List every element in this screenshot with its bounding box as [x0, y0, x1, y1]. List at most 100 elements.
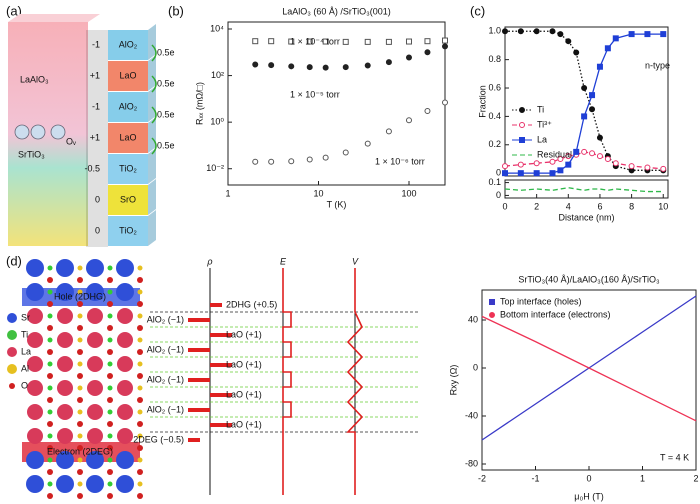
atom: [107, 349, 113, 355]
y-tick-label: -80: [465, 458, 478, 468]
atom: [107, 409, 113, 415]
layer-label: LaO: [119, 132, 136, 142]
atom: [77, 409, 83, 415]
atom: [117, 308, 133, 324]
atom: [77, 313, 83, 319]
marker: [557, 155, 564, 162]
atom: [47, 397, 53, 403]
y-tick-label: 0.6: [488, 82, 501, 92]
x-tick-label: 4: [566, 201, 571, 211]
marker: [385, 128, 392, 135]
atom: [117, 380, 133, 396]
marker: [628, 163, 635, 170]
vacancy-label: Oᵥ: [66, 136, 76, 146]
atom: [116, 451, 134, 469]
layer-label: AlO₂: [119, 101, 138, 111]
marker: [322, 64, 329, 71]
legend-label: Ti: [537, 104, 544, 114]
legend-label: Residual: [537, 149, 572, 159]
marker: [517, 28, 524, 35]
layer-label: AlO₂ (−1): [147, 404, 184, 414]
atom: [137, 457, 143, 463]
atom: [137, 373, 143, 379]
x-tick-label: 6: [597, 201, 602, 211]
atom: [47, 409, 53, 415]
annotation: T = 4 K: [660, 452, 689, 462]
marker: [322, 154, 329, 161]
atom: [47, 433, 53, 439]
atom: [87, 332, 103, 348]
marker: [364, 38, 371, 45]
marker: [342, 38, 349, 45]
legend-atom: [7, 347, 17, 357]
layer: [108, 30, 148, 60]
marker: [252, 158, 259, 165]
legend-label: Top interface (holes): [500, 296, 582, 306]
marker: [596, 153, 603, 160]
marker: [549, 158, 556, 165]
atom: [116, 475, 134, 493]
layer-label: 2DHG (+0.5): [226, 299, 277, 309]
marker: [557, 31, 564, 38]
transfer-label: 0.5e: [157, 140, 175, 150]
y-tick-label: 10⁻²: [206, 163, 224, 173]
atom: [47, 313, 53, 319]
x-tick-label: 2: [534, 201, 539, 211]
atom: [56, 451, 74, 469]
plot-frame: [504, 26, 669, 177]
atom: [117, 356, 133, 372]
atom: [137, 469, 143, 475]
transfer-label: 0.5e: [157, 109, 175, 119]
atom: [86, 451, 104, 469]
potential-profile: [346, 268, 364, 495]
marker: [364, 62, 371, 69]
chart-title: SrTiO₃(40 Å)/LaAlO₃(160 Å)/SrTiO₃: [518, 274, 660, 284]
atom: [137, 397, 143, 403]
marker: [519, 122, 525, 128]
atom: [57, 356, 73, 372]
atom: [27, 428, 43, 444]
atom: [56, 283, 74, 301]
layer: [108, 92, 148, 122]
atom: [77, 361, 83, 367]
atom: [137, 349, 143, 355]
legend-label: Ti: [21, 329, 28, 339]
charge-bar: [188, 318, 210, 322]
marker: [589, 106, 596, 113]
atom: [137, 313, 143, 319]
atom: [47, 421, 53, 427]
layer-label: AlO₂ (−1): [147, 314, 184, 324]
marker: [288, 38, 295, 45]
atom: [87, 428, 103, 444]
atom: [77, 349, 83, 355]
layer-label: LaO (+1): [226, 329, 262, 339]
atom: [57, 404, 73, 420]
atom: [77, 337, 83, 343]
legend-label: La: [537, 134, 547, 144]
atom: [47, 289, 53, 295]
atom: [107, 277, 113, 283]
atom: [107, 313, 113, 319]
atom: [47, 265, 53, 271]
atom: [26, 475, 44, 493]
atom: [57, 332, 73, 348]
atom: [47, 349, 53, 355]
marker: [660, 31, 667, 38]
panel-label: (b): [168, 3, 184, 18]
marker: [517, 161, 524, 168]
charge-bar: [210, 393, 232, 397]
legend-atom: [9, 383, 15, 389]
material-label: SrTiO₃: [18, 149, 45, 159]
charge-bar: [188, 378, 210, 382]
atom: [56, 475, 74, 493]
atom: [107, 493, 113, 499]
charge-label: -0.5: [84, 163, 100, 173]
atom: [47, 373, 53, 379]
y-tick-label: 0.8: [488, 54, 501, 64]
layer-label: LaO (+1): [226, 389, 262, 399]
vacancy: [14, 124, 30, 140]
marker: [364, 140, 371, 147]
marker: [581, 148, 588, 155]
atom: [137, 301, 143, 307]
